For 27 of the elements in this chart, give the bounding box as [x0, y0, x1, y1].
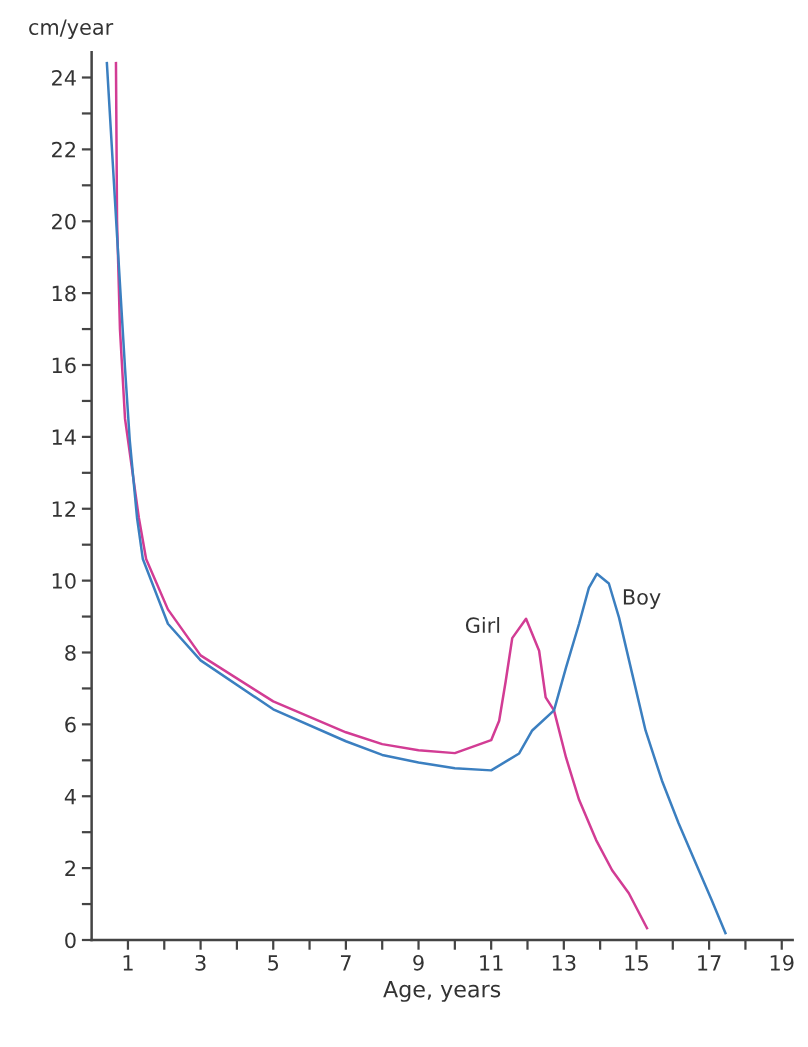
y-tick-label: 18 [52, 285, 76, 302]
x-tick-label: 13 [552, 954, 576, 971]
x-tick-label: 15 [625, 955, 648, 971]
x-tick-label: 19 [770, 954, 794, 971]
x-tick-label: 1 [123, 955, 133, 971]
y-tick-label: 2 [65, 860, 75, 877]
series-label: Girl [465, 616, 500, 634]
y-axis-title: cm/year [29, 19, 114, 40]
y-tick-label: 6 [65, 716, 76, 733]
x-tick-label: 3 [195, 954, 206, 971]
y-tick-label: 4 [64, 788, 76, 805]
y-tick-label: 0 [65, 932, 76, 949]
x-tick-label: 11 [480, 955, 503, 971]
y-tick-label: 8 [65, 644, 76, 661]
x-tick-label: 9 [413, 954, 424, 971]
x-axis-title: Age, years [383, 980, 501, 1002]
series-label: Boy [623, 589, 661, 609]
y-tick-label: 14 [52, 429, 76, 445]
y-tick-label: 22 [52, 141, 75, 158]
x-tick-label: 7 [340, 955, 351, 971]
y-tick-label: 20 [52, 213, 76, 230]
y-tick-label: 16 [52, 357, 76, 374]
x-tick-label: 17 [698, 955, 721, 971]
y-tick-label: 10 [52, 573, 76, 589]
y-tick-label: 12 [52, 501, 75, 517]
x-tick-label: 5 [268, 955, 279, 971]
y-tick-label: 24 [52, 69, 76, 86]
